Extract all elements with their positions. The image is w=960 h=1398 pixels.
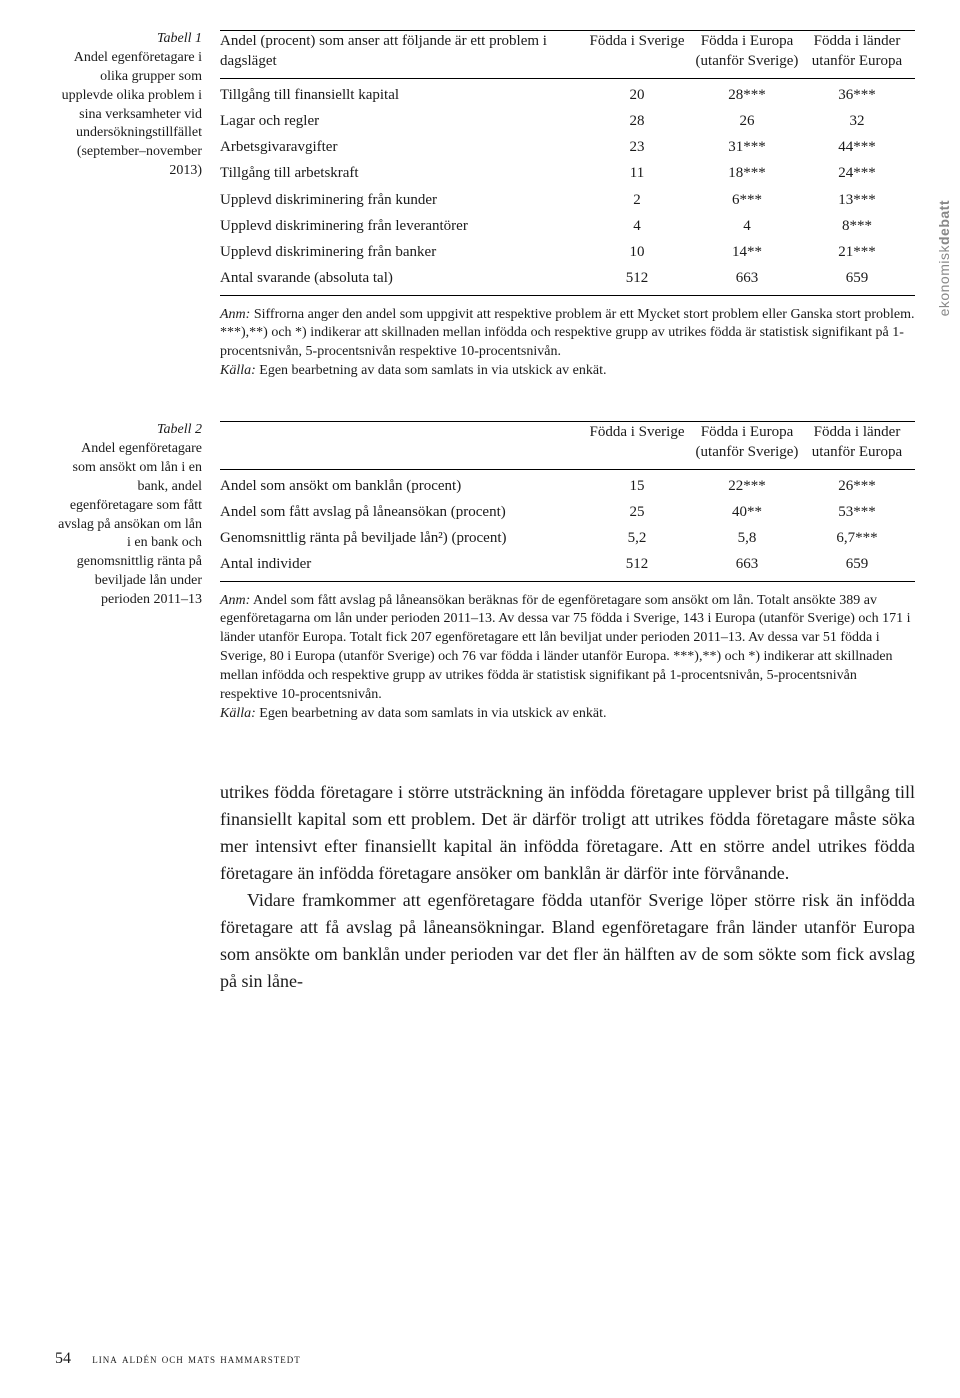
table-row: Arbetsgivaravgifter2331***44***: [220, 134, 915, 160]
body-paragraph-1: utrikes födda företagare i större utsträ…: [220, 779, 915, 887]
table-cell: 25: [585, 499, 695, 525]
table2-col0: [220, 422, 585, 470]
table-cell: 5,2: [585, 525, 695, 551]
table2-col3: Födda i länder utanför Europa: [805, 422, 915, 470]
table-row: Lagar och regler282632: [220, 108, 915, 134]
table1-caption-text: Andel egenföretagare i olika grupper som…: [62, 50, 202, 178]
table-cell: 21***: [805, 239, 915, 265]
table-row: Antal individer512663659: [220, 551, 915, 581]
footer-authors: lina aldén och mats hammarstedt: [92, 1351, 301, 1366]
table-row: Andel som fått avslag på låneansökan (pr…: [220, 499, 915, 525]
table-cell: Tillgång till finansiellt kapital: [220, 78, 585, 108]
table-cell: 28***: [695, 78, 805, 108]
table-cell: 44***: [805, 134, 915, 160]
body-text: utrikes födda företagare i större utsträ…: [220, 779, 915, 995]
table-cell: Antal individer: [220, 551, 585, 581]
table2-block: Tabell 2 Andel egenföretagare som ansökt…: [55, 421, 915, 724]
table-cell: Genomsnittlig ränta på beviljade lån²) (…: [220, 525, 585, 551]
body-paragraph-2: Vidare framkommer att egenföretagare föd…: [220, 887, 915, 995]
table2-col2: Födda i Europa (utanför Sverige): [695, 422, 805, 470]
table-cell: 10: [585, 239, 695, 265]
table1-caption: Tabell 1 Andel egenföretagare i olika gr…: [55, 30, 220, 381]
table-row: Upplevd diskriminering från kunder26***1…: [220, 187, 915, 213]
table1-col2: Födda i Europa (utanför Sverige): [695, 31, 805, 79]
table-cell: 2: [585, 187, 695, 213]
table-row: Tillgång till finansiellt kapital2028***…: [220, 78, 915, 108]
table-cell: 22***: [695, 469, 805, 499]
table-cell: Andel som ansökt om banklån (procent): [220, 469, 585, 499]
table-cell: Arbetsgivaravgifter: [220, 134, 585, 160]
page-number: 54: [55, 1350, 71, 1367]
table-cell: 40**: [695, 499, 805, 525]
table-cell: 512: [585, 265, 695, 295]
table2-caption: Tabell 2 Andel egenföretagare som ansökt…: [55, 421, 220, 724]
table2-col1: Födda i Sverige: [585, 422, 695, 470]
table-cell: 663: [695, 265, 805, 295]
table-row: Upplevd diskriminering från banker1014**…: [220, 239, 915, 265]
table-cell: 8***: [805, 213, 915, 239]
table-cell: 512: [585, 551, 695, 581]
table2: Födda i Sverige Födda i Europa (utanför …: [220, 421, 915, 582]
table-cell: 15: [585, 469, 695, 499]
table-cell: 659: [805, 265, 915, 295]
table1: Andel (procent) som anser att följande ä…: [220, 30, 915, 296]
table1-block: Tabell 1 Andel egenföretagare i olika gr…: [55, 30, 915, 381]
table-cell: 26: [695, 108, 805, 134]
table-cell: 31***: [695, 134, 805, 160]
table-row: Andel som ansökt om banklån (procent)152…: [220, 469, 915, 499]
table-cell: Upplevd diskriminering från banker: [220, 239, 585, 265]
table-cell: 32: [805, 108, 915, 134]
table-cell: 18***: [695, 160, 805, 186]
table-row: Upplevd diskriminering från leverantörer…: [220, 213, 915, 239]
table-cell: Andel som fått avslag på låneansökan (pr…: [220, 499, 585, 525]
table-cell: 663: [695, 551, 805, 581]
table-cell: 24***: [805, 160, 915, 186]
table-cell: Upplevd diskriminering från leverantörer: [220, 213, 585, 239]
table-cell: 14**: [695, 239, 805, 265]
table-cell: 6,7***: [805, 525, 915, 551]
table-cell: 23: [585, 134, 695, 160]
table-cell: 4: [585, 213, 695, 239]
table-cell: 28: [585, 108, 695, 134]
table1-note: Anm: Siffrorna anger den andel som uppgi…: [220, 306, 915, 382]
table1-col1: Födda i Sverige: [585, 31, 695, 79]
table-cell: 53***: [805, 499, 915, 525]
table2-note: Anm: Andel som fått avslag på låneansöka…: [220, 592, 915, 724]
table-cell: 36***: [805, 78, 915, 108]
table1-col0: Andel (procent) som anser att följande ä…: [220, 31, 585, 79]
table2-caption-text: Andel egenföretagare som ansökt om lån i…: [58, 441, 202, 607]
table-cell: 5,8: [695, 525, 805, 551]
table-cell: Upplevd diskriminering från kunder: [220, 187, 585, 213]
table-cell: Antal svarande (absoluta tal): [220, 265, 585, 295]
table1-col3: Födda i länder utanför Europa: [805, 31, 915, 79]
table-cell: 26***: [805, 469, 915, 499]
table1-label: Tabell 1: [55, 30, 202, 49]
table-row: Antal svarande (absoluta tal)512663659: [220, 265, 915, 295]
table-row: Genomsnittlig ränta på beviljade lån²) (…: [220, 525, 915, 551]
table-cell: 13***: [805, 187, 915, 213]
table-cell: 659: [805, 551, 915, 581]
table-cell: 6***: [695, 187, 805, 213]
table2-label: Tabell 2: [55, 421, 202, 440]
table-cell: Lagar och regler: [220, 108, 585, 134]
table-row: Tillgång till arbetskraft1118***24***: [220, 160, 915, 186]
table-cell: 4: [695, 213, 805, 239]
journal-side-label: ekonomiskdebatt: [936, 200, 952, 316]
table-cell: 20: [585, 78, 695, 108]
table-cell: Tillgång till arbetskraft: [220, 160, 585, 186]
table-cell: 11: [585, 160, 695, 186]
page-footer: 54 lina aldén och mats hammarstedt: [55, 1350, 301, 1368]
